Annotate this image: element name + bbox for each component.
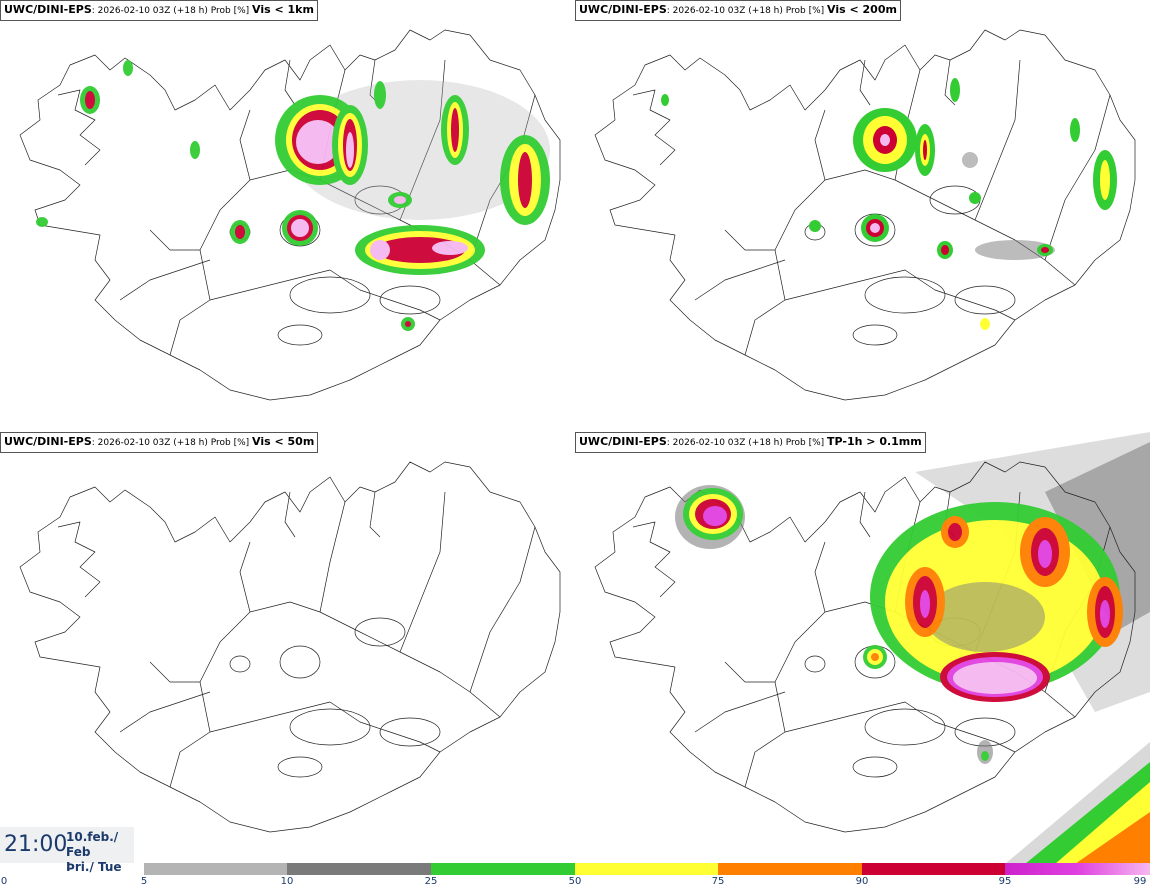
- valid-time: 21:00: [4, 832, 68, 857]
- colorbar-10-25: [287, 863, 431, 875]
- map-panel-vis-50m: UWC/DINI-EPS: 2026-02-10 03Z (+18 h) Pro…: [0, 432, 575, 864]
- colorbar-5-10: [144, 863, 287, 875]
- valid-date-line2: Þri./ Tue: [66, 860, 122, 874]
- map-panel-tp-1h: UWC/DINI-EPS: 2026-02-10 03Z (+18 h) Pro…: [575, 432, 1150, 864]
- tick-label: 0: [0, 876, 8, 887]
- tick-label: 75: [711, 876, 725, 887]
- colorbar-90-95: [862, 863, 1005, 875]
- panel-title: UWC/DINI-EPS: 2026-02-10 03Z (+18 h) Pro…: [0, 432, 319, 453]
- valid-date: 10.feb./ Feb Þri./ Tue: [66, 830, 134, 875]
- iceland-map: [19, 461, 561, 833]
- tick-label: 5: [140, 876, 148, 887]
- panel-title: UWC/DINI-EPS: 2026-02-10 03Z (+18 h) Pro…: [575, 0, 901, 21]
- map-panel-vis-200m: UWC/DINI-EPS: 2026-02-10 03Z (+18 h) Pro…: [575, 0, 1150, 432]
- tick-label: 50: [568, 876, 582, 887]
- valid-time-box: 21:00 10.feb./ Feb Þri./ Tue: [0, 827, 134, 874]
- iceland-map: [19, 29, 561, 401]
- valid-date-line1: 10.feb./ Feb: [66, 830, 119, 859]
- iceland-map: [594, 432, 1150, 864]
- colorbar-25-50: [431, 863, 575, 875]
- tick-label: 95: [998, 876, 1012, 887]
- probability-colorbar: [144, 863, 1150, 875]
- colorbar-95-99: [1005, 863, 1150, 875]
- map-panel-vis-1km: UWC/DINI-EPS: 2026-02-10 03Z (+18 h) Pro…: [0, 0, 575, 432]
- tick-label: 25: [424, 876, 438, 887]
- tick-label: 10: [280, 876, 294, 887]
- colorbar-75-90: [718, 863, 862, 875]
- tick-label: 99: [1133, 876, 1147, 887]
- tick-label: 90: [855, 876, 869, 887]
- iceland-map: [594, 29, 1136, 401]
- panel-title: UWC/DINI-EPS: 2026-02-10 03Z (+18 h) Pro…: [0, 0, 318, 21]
- colorbar-ticks: 0 5 10 25 50 75 90 95 99: [0, 876, 1150, 890]
- colorbar-50-75: [575, 863, 718, 875]
- panel-title: UWC/DINI-EPS: 2026-02-10 03Z (+18 h) Pro…: [575, 432, 926, 453]
